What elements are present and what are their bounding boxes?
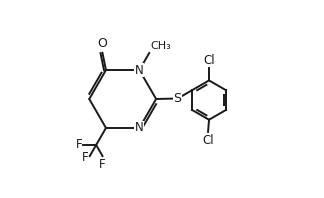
Text: N: N bbox=[135, 121, 144, 134]
Text: O: O bbox=[98, 37, 107, 50]
Text: S: S bbox=[174, 92, 181, 105]
Text: Cl: Cl bbox=[203, 54, 215, 67]
Text: CH₃: CH₃ bbox=[150, 41, 171, 51]
Text: N: N bbox=[135, 64, 144, 77]
Text: F: F bbox=[99, 158, 106, 171]
Text: F: F bbox=[82, 150, 89, 164]
Text: Cl: Cl bbox=[202, 133, 214, 147]
Text: F: F bbox=[76, 138, 82, 151]
